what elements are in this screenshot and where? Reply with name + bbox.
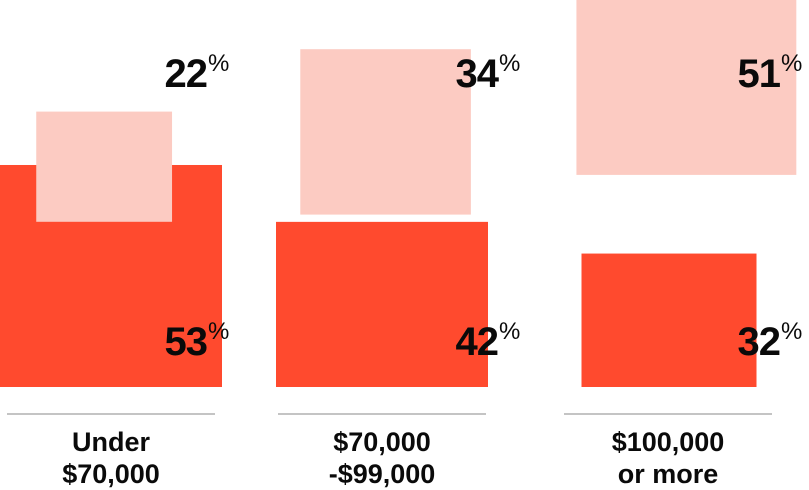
bar-back-1	[36, 111, 173, 222]
category-label-2-line-2: -$99,000	[329, 459, 436, 489]
bar-front-3	[581, 253, 757, 387]
value-label-front-2: 42	[456, 320, 499, 364]
percent-sign: %	[781, 50, 802, 77]
value-label-front-1: 53	[165, 320, 208, 364]
value-label-back-1: 22	[165, 52, 208, 96]
percent-sign: %	[208, 318, 229, 345]
bar-back-3	[576, 0, 797, 175]
value-label-back-3: 51	[738, 52, 781, 96]
value-label-front-3: 32	[738, 320, 781, 364]
percent-sign: %	[499, 50, 520, 77]
category-label-3-line-2: or more	[618, 459, 719, 489]
series-back-bars	[36, 0, 797, 222]
category-label-1-line-1: Under	[72, 427, 151, 457]
bar-front-2	[276, 221, 488, 387]
value-label-back-2: 34	[456, 52, 500, 96]
category-label-1-line-2: $70,000	[62, 459, 160, 489]
percent-sign: %	[208, 50, 229, 77]
percent-sign: %	[499, 318, 520, 345]
percent-sign: %	[781, 318, 802, 345]
category-label-3-line-1: $100,000	[612, 427, 725, 457]
bar-back-2	[300, 49, 471, 215]
value-labels: 22 %53 %34 %42 %51 %32%	[165, 50, 803, 364]
category-label-2-line-1: $70,000	[333, 427, 431, 457]
